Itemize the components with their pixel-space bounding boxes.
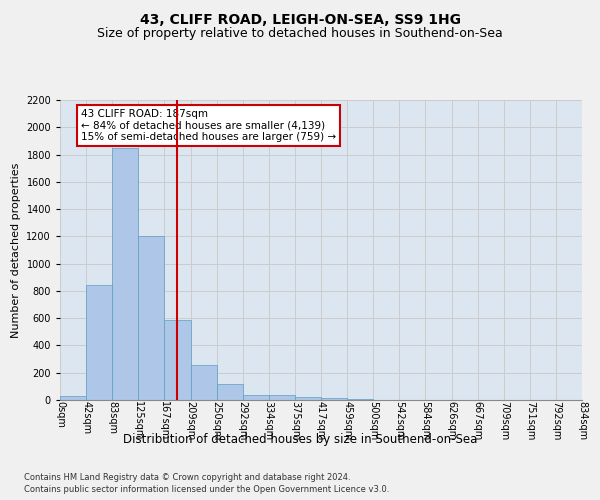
Bar [139, 236, 164, 400]
Bar [164, 320, 191, 400]
Text: Contains HM Land Registry data © Crown copyright and database right 2024.: Contains HM Land Registry data © Crown c… [24, 472, 350, 482]
Bar [217, 384, 243, 400]
Bar [112, 148, 139, 400]
Bar [295, 396, 321, 400]
Bar [243, 394, 269, 400]
Bar [269, 395, 295, 400]
Text: Distribution of detached houses by size in Southend-on-Sea: Distribution of detached houses by size … [123, 432, 477, 446]
Bar [86, 286, 112, 400]
Text: 43, CLIFF ROAD, LEIGH-ON-SEA, SS9 1HG: 43, CLIFF ROAD, LEIGH-ON-SEA, SS9 1HG [139, 12, 461, 26]
Text: 43 CLIFF ROAD: 187sqm
← 84% of detached houses are smaller (4,139)
15% of semi-d: 43 CLIFF ROAD: 187sqm ← 84% of detached … [81, 109, 336, 142]
Text: Contains public sector information licensed under the Open Government Licence v3: Contains public sector information licen… [24, 485, 389, 494]
Bar [321, 398, 347, 400]
Y-axis label: Number of detached properties: Number of detached properties [11, 162, 20, 338]
Bar [191, 365, 217, 400]
Bar [60, 396, 86, 400]
Text: Size of property relative to detached houses in Southend-on-Sea: Size of property relative to detached ho… [97, 28, 503, 40]
